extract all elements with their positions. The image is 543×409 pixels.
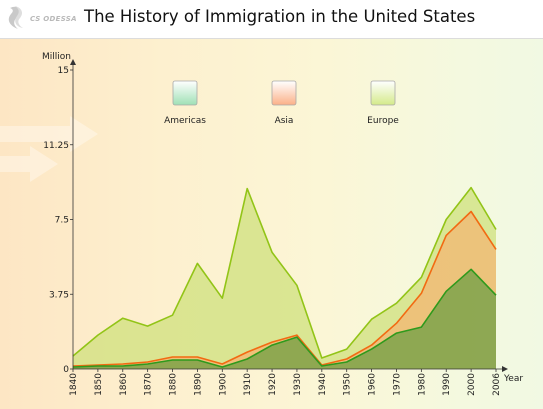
europe-line [72,186,497,359]
y-tick-label: 0 [63,365,69,375]
x-axis-arrow-icon [502,366,508,372]
y-tick-label: 7.5 [55,216,69,226]
asia-legend-swatch [271,80,297,106]
chart: 1840 1850 1860 1870 1880 1890 1900 1910 1920 1930… [0,52,523,396]
y-axis-label: Million [42,52,71,62]
x-tick-label: 1900 [218,373,228,396]
x-tick-label: 1950 [343,373,353,396]
europe-legend-swatch [370,80,396,106]
asia-line [72,210,497,367]
x-tick-label: 1980 [417,373,427,396]
x-tick-label: 1990 [442,373,452,396]
y-tick-label: 11.25 [43,141,69,151]
europe-legend-label: Europe [367,116,399,126]
x-tick-label: 1970 [392,373,402,396]
americas-legend-swatch [172,80,198,106]
asia-legend-label: Asia [275,116,294,126]
x-tick-label: 1920 [268,373,278,396]
americas-line [72,268,497,368]
x-tick-label: 1880 [169,373,179,396]
y-axis-arrow-icon [70,59,76,65]
chart-title: The History of Immigration in the United… [84,7,476,26]
x-tick-label: 1840 [69,373,79,396]
x-tick-label: 2006 [492,373,502,396]
header: CS ODESSA The History of Immigration in … [0,0,543,39]
x-tick-label: 1870 [144,373,154,396]
y-tick-label: 15 [58,66,69,76]
x-axis-label: Year [503,374,523,384]
area-layers [72,186,497,369]
company-logo: CS ODESSA [4,2,94,36]
legend: Americas Asia Europe [164,80,399,126]
americas-area [73,269,496,369]
chart-area: 1840 1850 1860 1870 1880 1890 1900 1910 1920 1930… [0,39,543,409]
europe-area [73,187,496,366]
x-tick-label: 1860 [119,373,129,396]
x-tick-label: 1940 [318,373,328,396]
logo-text: CS ODESSA [30,15,77,23]
x-tick-label: 1930 [293,373,303,396]
americas-legend-label: Americas [164,116,206,126]
background-arrows-decoration [0,116,98,182]
decor-arrow-0 [0,116,98,152]
x-tick-label: 1960 [368,373,378,396]
logo-swoosh-icon [8,6,23,30]
decor-arrow-1 [0,146,58,182]
x-tick-label: 2000 [467,373,477,396]
x-tick-label: 1890 [193,373,203,396]
y-tick-label: 3.75 [49,290,69,300]
axes [70,59,508,372]
x-tick-label: 1850 [94,373,104,396]
x-tick-labels: 1840 1850 1860 1870 1880 1890 1900 1910 1920 1930… [69,373,502,396]
x-tick-label: 1910 [243,373,253,396]
y-tick-labels: 0 3.75 7.5 11.25 15 [43,66,69,375]
